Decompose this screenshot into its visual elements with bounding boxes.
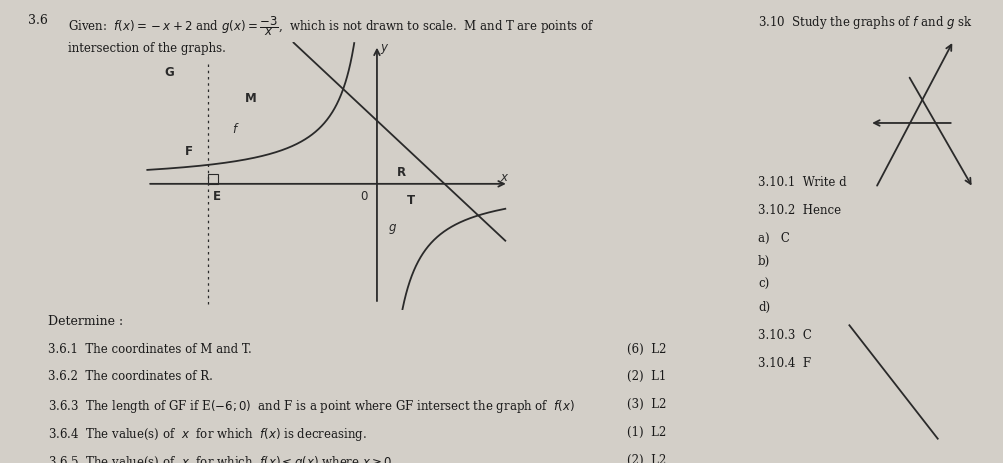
Text: a)   C: a) C	[757, 232, 789, 244]
Text: 3.6: 3.6	[28, 14, 48, 27]
Text: T: T	[407, 194, 415, 207]
Text: 3.10.4  F: 3.10.4 F	[757, 357, 810, 369]
Text: 3.10.2  Hence: 3.10.2 Hence	[757, 204, 841, 217]
Text: 3.10.3  C: 3.10.3 C	[757, 329, 811, 342]
Text: (1)  L2: (1) L2	[627, 426, 666, 439]
Text: 3.6.1  The coordinates of M and T.: 3.6.1 The coordinates of M and T.	[48, 343, 252, 356]
Text: d): d)	[757, 301, 769, 314]
Text: Given:  $f(x) = -x + 2$ and $g(x) = \dfrac{-3}{x}$,  which is not drawn to scale: Given: $f(x) = -x + 2$ and $g(x) = \dfra…	[68, 14, 595, 38]
Text: intersection of the graphs.: intersection of the graphs.	[68, 42, 226, 55]
Text: f: f	[232, 123, 236, 136]
Text: 0: 0	[360, 190, 367, 203]
Text: $y$: $y$	[380, 42, 389, 56]
Text: 3.6.3  The length of GF if E$(-6;0)$  and F is a point where GF intersect the gr: 3.6.3 The length of GF if E$(-6;0)$ and …	[48, 398, 575, 415]
Text: (6)  L2: (6) L2	[627, 343, 666, 356]
Bar	[208, 174, 218, 184]
Text: $x$: $x$	[499, 171, 510, 184]
Text: E: E	[213, 190, 221, 203]
Text: 3.6.4  The value(s) of  $x$  for which  $f(x)$ is decreasing.: 3.6.4 The value(s) of $x$ for which $f(x…	[48, 426, 367, 443]
Text: F: F	[185, 145, 193, 158]
Text: (2)  L1: (2) L1	[627, 370, 666, 383]
Text: 3.10  Study the graphs of $f$ and $g$ sk: 3.10 Study the graphs of $f$ and $g$ sk	[757, 14, 972, 31]
Text: g: g	[388, 221, 396, 234]
Text: (3)  L2: (3) L2	[627, 398, 666, 411]
Text: M: M	[245, 92, 257, 105]
Text: b): b)	[757, 255, 769, 268]
Text: c): c)	[757, 278, 768, 291]
Text: (2)  L2: (2) L2	[627, 454, 666, 463]
Text: 3.6.5  The value(s) of  $x$  for which  $f(x) \leq g(x)$ where $x \geq 0$: 3.6.5 The value(s) of $x$ for which $f(x…	[48, 454, 392, 463]
Text: 3.6.2  The coordinates of R.: 3.6.2 The coordinates of R.	[48, 370, 213, 383]
Text: 3.10.1  Write d: 3.10.1 Write d	[757, 176, 846, 189]
Text: G: G	[164, 66, 174, 80]
Text: R: R	[397, 166, 406, 179]
Text: Determine :: Determine :	[48, 315, 123, 328]
